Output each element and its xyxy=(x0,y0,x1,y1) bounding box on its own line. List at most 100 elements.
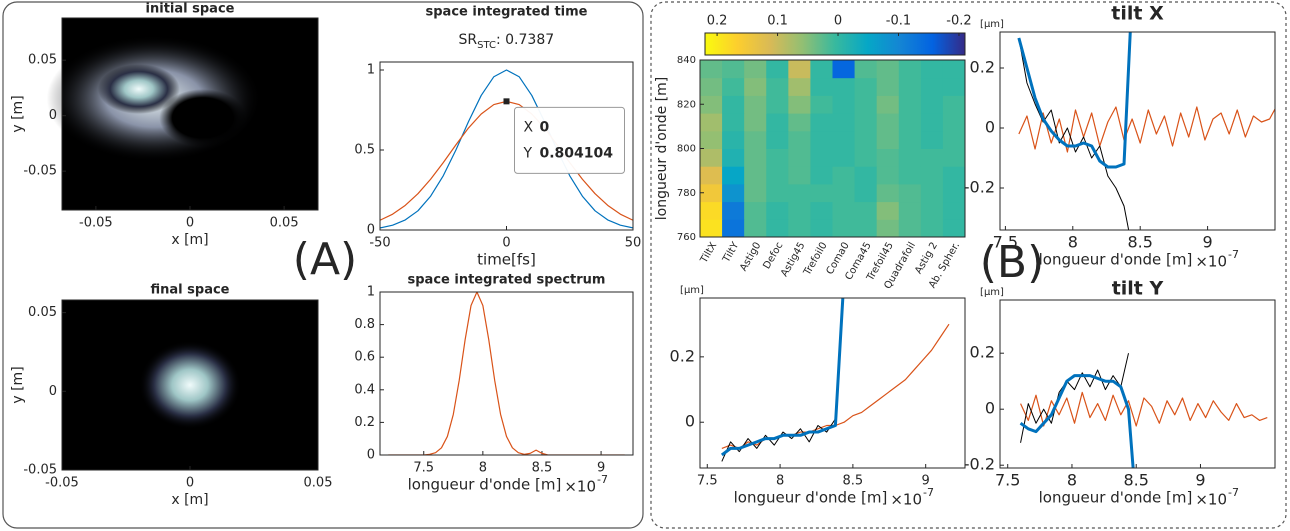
line-series xyxy=(380,69,633,229)
heatmap-cell xyxy=(810,113,833,132)
x-tick-label: 0 xyxy=(186,216,194,231)
x-tick-label: 7.5 xyxy=(995,471,1020,490)
x-tick-label: -0.05 xyxy=(45,476,79,491)
heatmap-cell xyxy=(920,113,944,132)
y-tick-label: 1 xyxy=(367,63,375,78)
heatmap-cell xyxy=(722,95,745,114)
heatmap-cell xyxy=(920,95,944,114)
heatmap-cell xyxy=(788,113,811,132)
panel-label: (B) xyxy=(980,237,1045,288)
heatmap-cell xyxy=(722,130,745,149)
heatmap-cell xyxy=(854,148,878,167)
heatmap-cell xyxy=(700,148,723,167)
heatmap-cell xyxy=(810,183,833,203)
heatmap-cell xyxy=(832,95,856,114)
sr-label: SR xyxy=(459,32,478,48)
heatmap-cell xyxy=(744,201,767,220)
image-intensity xyxy=(138,340,242,430)
y-tick-label: 0 xyxy=(985,118,995,137)
heatmap-cell xyxy=(854,219,878,238)
heatmap-cell xyxy=(854,77,878,96)
colorbar-tick-label: 0 xyxy=(834,14,842,29)
heatmap-cell xyxy=(766,166,789,185)
image-hole xyxy=(159,89,247,147)
heatmap-cell xyxy=(942,77,966,96)
x-tick-label: 7.5 xyxy=(697,474,718,489)
heatmap-cell xyxy=(788,201,811,220)
colorbar xyxy=(704,32,966,56)
heatmap-cell xyxy=(744,166,767,185)
heatmap-cell xyxy=(832,113,856,132)
heatmap-cell xyxy=(766,219,789,238)
heatmap-cell xyxy=(942,113,966,132)
heatmap-cell xyxy=(744,183,767,203)
x-multiplier: ×10 xyxy=(890,491,922,509)
x-multiplier-exponent: -7 xyxy=(1228,486,1239,499)
y-tick-label: 0 xyxy=(49,384,57,399)
y-tick-label: 760 xyxy=(677,232,696,243)
heatmap-cell xyxy=(898,95,922,114)
heatmap-cell xyxy=(876,95,900,114)
chart-title: initial space xyxy=(146,2,235,17)
y-axis-label: y [m] xyxy=(10,366,26,403)
heatmap-cell xyxy=(898,148,922,167)
x-tick-label: -50 xyxy=(369,236,390,251)
x-tick-label: 8.5 xyxy=(532,461,553,476)
heatmap-cell xyxy=(722,77,745,96)
heatmap-cell xyxy=(920,219,944,238)
x-axis-label: time[fs] xyxy=(477,251,536,269)
line-series xyxy=(1017,32,1132,169)
axes-background xyxy=(380,292,633,455)
y-tick-label: 780 xyxy=(677,188,696,199)
x-tick-label: 9 xyxy=(1195,471,1205,490)
heatmap-cell xyxy=(854,166,878,185)
heatmap-cell xyxy=(832,183,856,203)
heatmap-cell xyxy=(898,183,922,203)
heatmap-cell xyxy=(788,219,811,238)
heatmap-cell xyxy=(942,183,966,203)
y-tick-label: 0.2 xyxy=(670,346,695,365)
heatmap-cell xyxy=(920,201,944,220)
colorbar-tick-label: -0.1 xyxy=(886,14,911,29)
heatmap-cell xyxy=(788,183,811,203)
x-tick-label: TiltY xyxy=(721,240,742,266)
heatmap-cell xyxy=(876,60,900,79)
line-series xyxy=(1020,391,1268,427)
heatmap-cell xyxy=(942,95,966,114)
y-tick-label: 820 xyxy=(677,99,696,110)
x-tick-label: 0.05 xyxy=(270,216,299,231)
heatmap-cell xyxy=(700,77,723,96)
colorbar-tick-label: 0.2 xyxy=(707,14,728,29)
heatmap-cell xyxy=(898,219,922,238)
x-axis-label: longueur d'onde [m] xyxy=(1039,251,1193,269)
heatmap-cell xyxy=(766,60,789,79)
chart-title: final space xyxy=(151,283,230,298)
datatip-y-name: Y xyxy=(523,145,533,161)
heatmap-cell xyxy=(920,60,944,79)
heatmap-cell xyxy=(832,201,856,220)
heatmap-cell xyxy=(854,130,878,149)
x-tick-label: Defoc xyxy=(761,241,785,272)
x-tick-label: 8.5 xyxy=(1123,471,1148,490)
x-tick-label: 50 xyxy=(625,236,642,251)
heatmap-cell xyxy=(766,201,789,220)
y-tick-label: 0.2 xyxy=(970,343,995,362)
x-axis-label: longueur d'onde [m] xyxy=(734,489,888,507)
x-axis-label: longueur d'onde [m] xyxy=(408,476,562,494)
heatmap-cell xyxy=(744,60,767,79)
x-tick-label: -0.05 xyxy=(79,216,113,231)
heatmap-cell xyxy=(920,130,944,149)
sr-value: : 0.7387 xyxy=(496,32,554,48)
heatmap-cell xyxy=(722,113,745,132)
x-axis-label: longueur d'onde [m] xyxy=(1039,489,1193,507)
heatmap-cell xyxy=(920,148,944,167)
heatmap-cell xyxy=(788,130,811,149)
heatmap-cell xyxy=(766,183,789,203)
heatmap-cell xyxy=(744,77,767,96)
y-tick-label: 0 xyxy=(49,108,57,123)
datatip-box xyxy=(514,106,625,174)
heatmap-cell xyxy=(722,60,745,79)
heatmap-cell xyxy=(700,60,723,79)
y-tick-label: -0.05 xyxy=(23,463,57,478)
